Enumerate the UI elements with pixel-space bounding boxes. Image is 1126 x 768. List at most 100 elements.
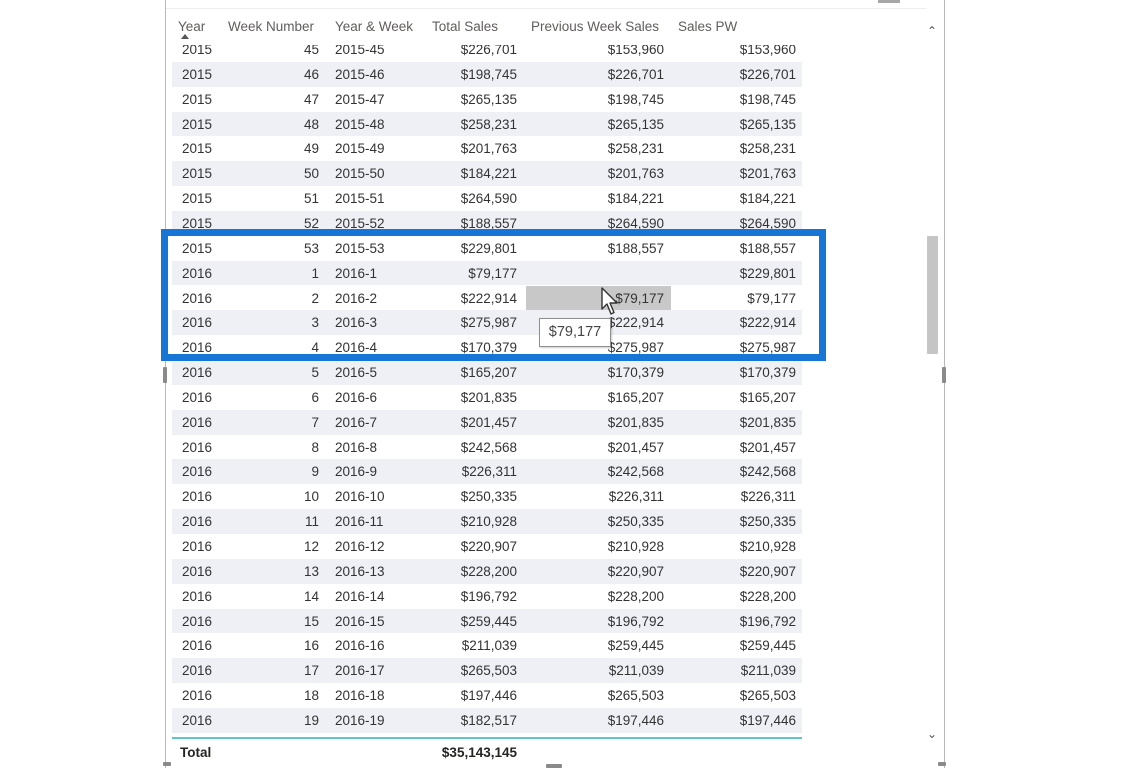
cell-previous-week-sales[interactable]: $258,231	[607, 141, 664, 157]
cell-sales-pw[interactable]: $275,987	[739, 340, 796, 356]
cell-week-number[interactable]: 3	[311, 315, 319, 331]
cell-previous-week-sales[interactable]: $201,763	[607, 166, 664, 182]
cell-year[interactable]: 2016	[182, 340, 213, 356]
cell-week-number[interactable]: 4	[311, 340, 319, 356]
cell-year-week[interactable]: 2016-7	[335, 414, 378, 430]
cell-year-week[interactable]: 2016-8	[335, 439, 378, 455]
cell-previous-week-sales[interactable]: $198,745	[607, 91, 664, 107]
cell-year-week[interactable]: 2015-50	[335, 166, 385, 182]
cell-total-sales[interactable]: $184,221	[460, 166, 517, 182]
cell-previous-week-sales[interactable]: $265,503	[607, 688, 664, 704]
cell-sales-pw[interactable]: $265,135	[739, 116, 796, 132]
cell-year[interactable]: 2016	[182, 265, 213, 281]
cell-year[interactable]: 2016	[182, 464, 213, 480]
cell-previous-week-sales[interactable]: $264,590	[607, 215, 664, 231]
table-row[interactable]: 2016 15 2016-15 $259,445 $196,792 $196,792	[172, 608, 802, 634]
cell-week-number[interactable]: 45	[303, 45, 319, 57]
cell-year-week[interactable]: 2016-6	[335, 389, 378, 405]
table-row[interactable]: 2015 53 2015-53 $229,801 $188,557 $188,557	[172, 236, 802, 261]
table-row[interactable]: 2016 9 2016-9 $226,311 $242,568 $242,568	[172, 459, 802, 485]
table-row[interactable]: 2015 45 2015-45 $226,701 $153,960 $153,960	[172, 45, 802, 62]
bottom-right-resize-handle[interactable]	[938, 762, 946, 766]
right-resize-handle[interactable]	[942, 367, 946, 383]
cell-sales-pw[interactable]: $258,231	[739, 141, 796, 157]
cell-year[interactable]: 2015	[182, 116, 213, 132]
table-row[interactable]: 2016 2 2016-2 $222,914 $79,177 $79,177	[172, 285, 802, 311]
table-row[interactable]: 2016 6 2016-6 $201,835 $165,207 $165,207	[172, 385, 802, 410]
cell-sales-pw[interactable]: $229,801	[739, 265, 796, 281]
cell-year[interactable]: 2015	[182, 240, 213, 256]
cell-total-sales[interactable]: $228,200	[460, 563, 517, 579]
cell-previous-week-sales[interactable]: $275,987	[607, 340, 664, 356]
cell-year-week[interactable]: 2016-17	[335, 663, 385, 679]
bottom-left-resize-handle[interactable]	[163, 762, 171, 766]
table-row[interactable]: 2016 16 2016-16 $211,039 $259,445 $259,445	[172, 633, 802, 658]
cell-week-number[interactable]: 16	[303, 638, 319, 654]
table-row[interactable]: 2016 14 2016-14 $196,792 $228,200 $228,200	[172, 584, 802, 609]
table-row[interactable]: 2016 3 2016-3 $275,987 $222,914 $222,914	[172, 310, 802, 336]
cell-year-week[interactable]: 2016-19	[335, 712, 385, 728]
cell-year[interactable]: 2016	[182, 489, 213, 505]
cell-total-sales[interactable]: $201,457	[460, 414, 517, 430]
cell-year-week[interactable]: 2016-10	[335, 489, 385, 505]
cell-previous-week-sales[interactable]: $250,335	[607, 514, 664, 530]
cell-previous-week-sales[interactable]: $259,445	[607, 638, 664, 654]
cell-total-sales[interactable]: $226,311	[461, 464, 517, 480]
table-row[interactable]: 2016 11 2016-11 $210,928 $250,335 $250,335	[172, 509, 802, 534]
sort-ascending-icon[interactable]	[181, 34, 189, 39]
cell-week-number[interactable]: 51	[303, 191, 319, 207]
cell-week-number[interactable]: 52	[303, 215, 319, 231]
cell-sales-pw[interactable]: $196,792	[739, 613, 796, 629]
cell-sales-pw[interactable]: $198,745	[739, 91, 796, 107]
cell-year-week[interactable]: 2016-3	[335, 315, 378, 331]
cell-year-week[interactable]: 2015-47	[335, 91, 385, 107]
cell-week-number[interactable]: 18	[303, 688, 319, 704]
cell-previous-week-sales[interactable]: $188,557	[607, 240, 664, 256]
cell-sales-pw[interactable]: $265,503	[739, 688, 796, 704]
cell-year[interactable]: 2015	[182, 66, 213, 82]
cell-week-number[interactable]: 8	[311, 439, 319, 455]
cell-year-week[interactable]: 2015-51	[335, 191, 385, 207]
cell-week-number[interactable]: 5	[311, 365, 319, 381]
cell-week-number[interactable]: 48	[303, 116, 319, 132]
cell-week-number[interactable]: 6	[311, 389, 319, 405]
cell-year-week[interactable]: 2016-9	[335, 464, 378, 480]
cell-total-sales[interactable]: $220,907	[460, 539, 517, 554]
cell-week-number[interactable]: 13	[303, 563, 319, 579]
table-row[interactable]: 2016 13 2016-13 $228,200 $220,907 $220,907	[172, 558, 802, 584]
table-row[interactable]: 2016 1 2016-1 $79,177 $229,801	[172, 260, 802, 286]
cell-year[interactable]: 2016	[182, 365, 213, 381]
cell-year-week[interactable]: 2016-14	[335, 588, 385, 604]
cell-week-number[interactable]: 11	[304, 514, 319, 530]
cell-week-number[interactable]: 12	[303, 539, 319, 554]
table-row[interactable]: 2016 18 2016-18 $197,446 $265,503 $265,503	[172, 683, 802, 708]
cell-year-week[interactable]: 2016-1	[335, 265, 378, 281]
table-row[interactable]: 2016 7 2016-7 $201,457 $201,835 $201,835	[172, 409, 802, 435]
table-row[interactable]: 2015 51 2015-51 $264,590 $184,221 $184,221	[172, 186, 802, 211]
cell-sales-pw[interactable]: $259,445	[739, 638, 796, 654]
cell-previous-week-sales[interactable]: $201,835	[607, 414, 664, 430]
cell-total-sales[interactable]: $198,745	[460, 66, 517, 82]
column-header-total-sales[interactable]: Total Sales	[432, 19, 499, 34]
left-resize-handle[interactable]	[163, 367, 167, 383]
table-row[interactable]: 2016 4 2016-4 $170,379 $275,987 $275,987	[172, 335, 802, 360]
cell-year-week[interactable]: 2016-11	[335, 514, 384, 530]
cell-previous-week-sales[interactable]: $222,914	[607, 315, 664, 331]
cell-year[interactable]: 2016	[182, 712, 213, 728]
cell-sales-pw[interactable]: $250,335	[739, 514, 796, 530]
table-row[interactable]: 2016 12 2016-12 $220,907 $210,928 $210,928	[172, 534, 802, 559]
cell-sales-pw[interactable]: $220,907	[739, 563, 796, 579]
cell-total-sales[interactable]: $197,446	[460, 688, 517, 704]
cell-sales-pw[interactable]: $184,221	[739, 191, 796, 207]
cell-week-number[interactable]: 15	[303, 613, 319, 629]
cell-year-week[interactable]: 2016-13	[335, 563, 385, 579]
top-resize-handle[interactable]	[878, 0, 900, 3]
cell-week-number[interactable]: 7	[311, 414, 319, 430]
cell-year[interactable]: 2016	[182, 613, 213, 629]
chevron-up-icon[interactable]: ⌃	[926, 24, 938, 38]
cell-sales-pw[interactable]: $226,701	[739, 66, 796, 82]
table-row[interactable]: 2016 10 2016-10 $250,335 $226,311 $226,311	[172, 484, 802, 509]
cell-total-sales[interactable]: $259,445	[460, 613, 517, 629]
cell-year[interactable]: 2015	[182, 141, 213, 157]
cell-total-sales[interactable]: $264,590	[460, 191, 517, 207]
